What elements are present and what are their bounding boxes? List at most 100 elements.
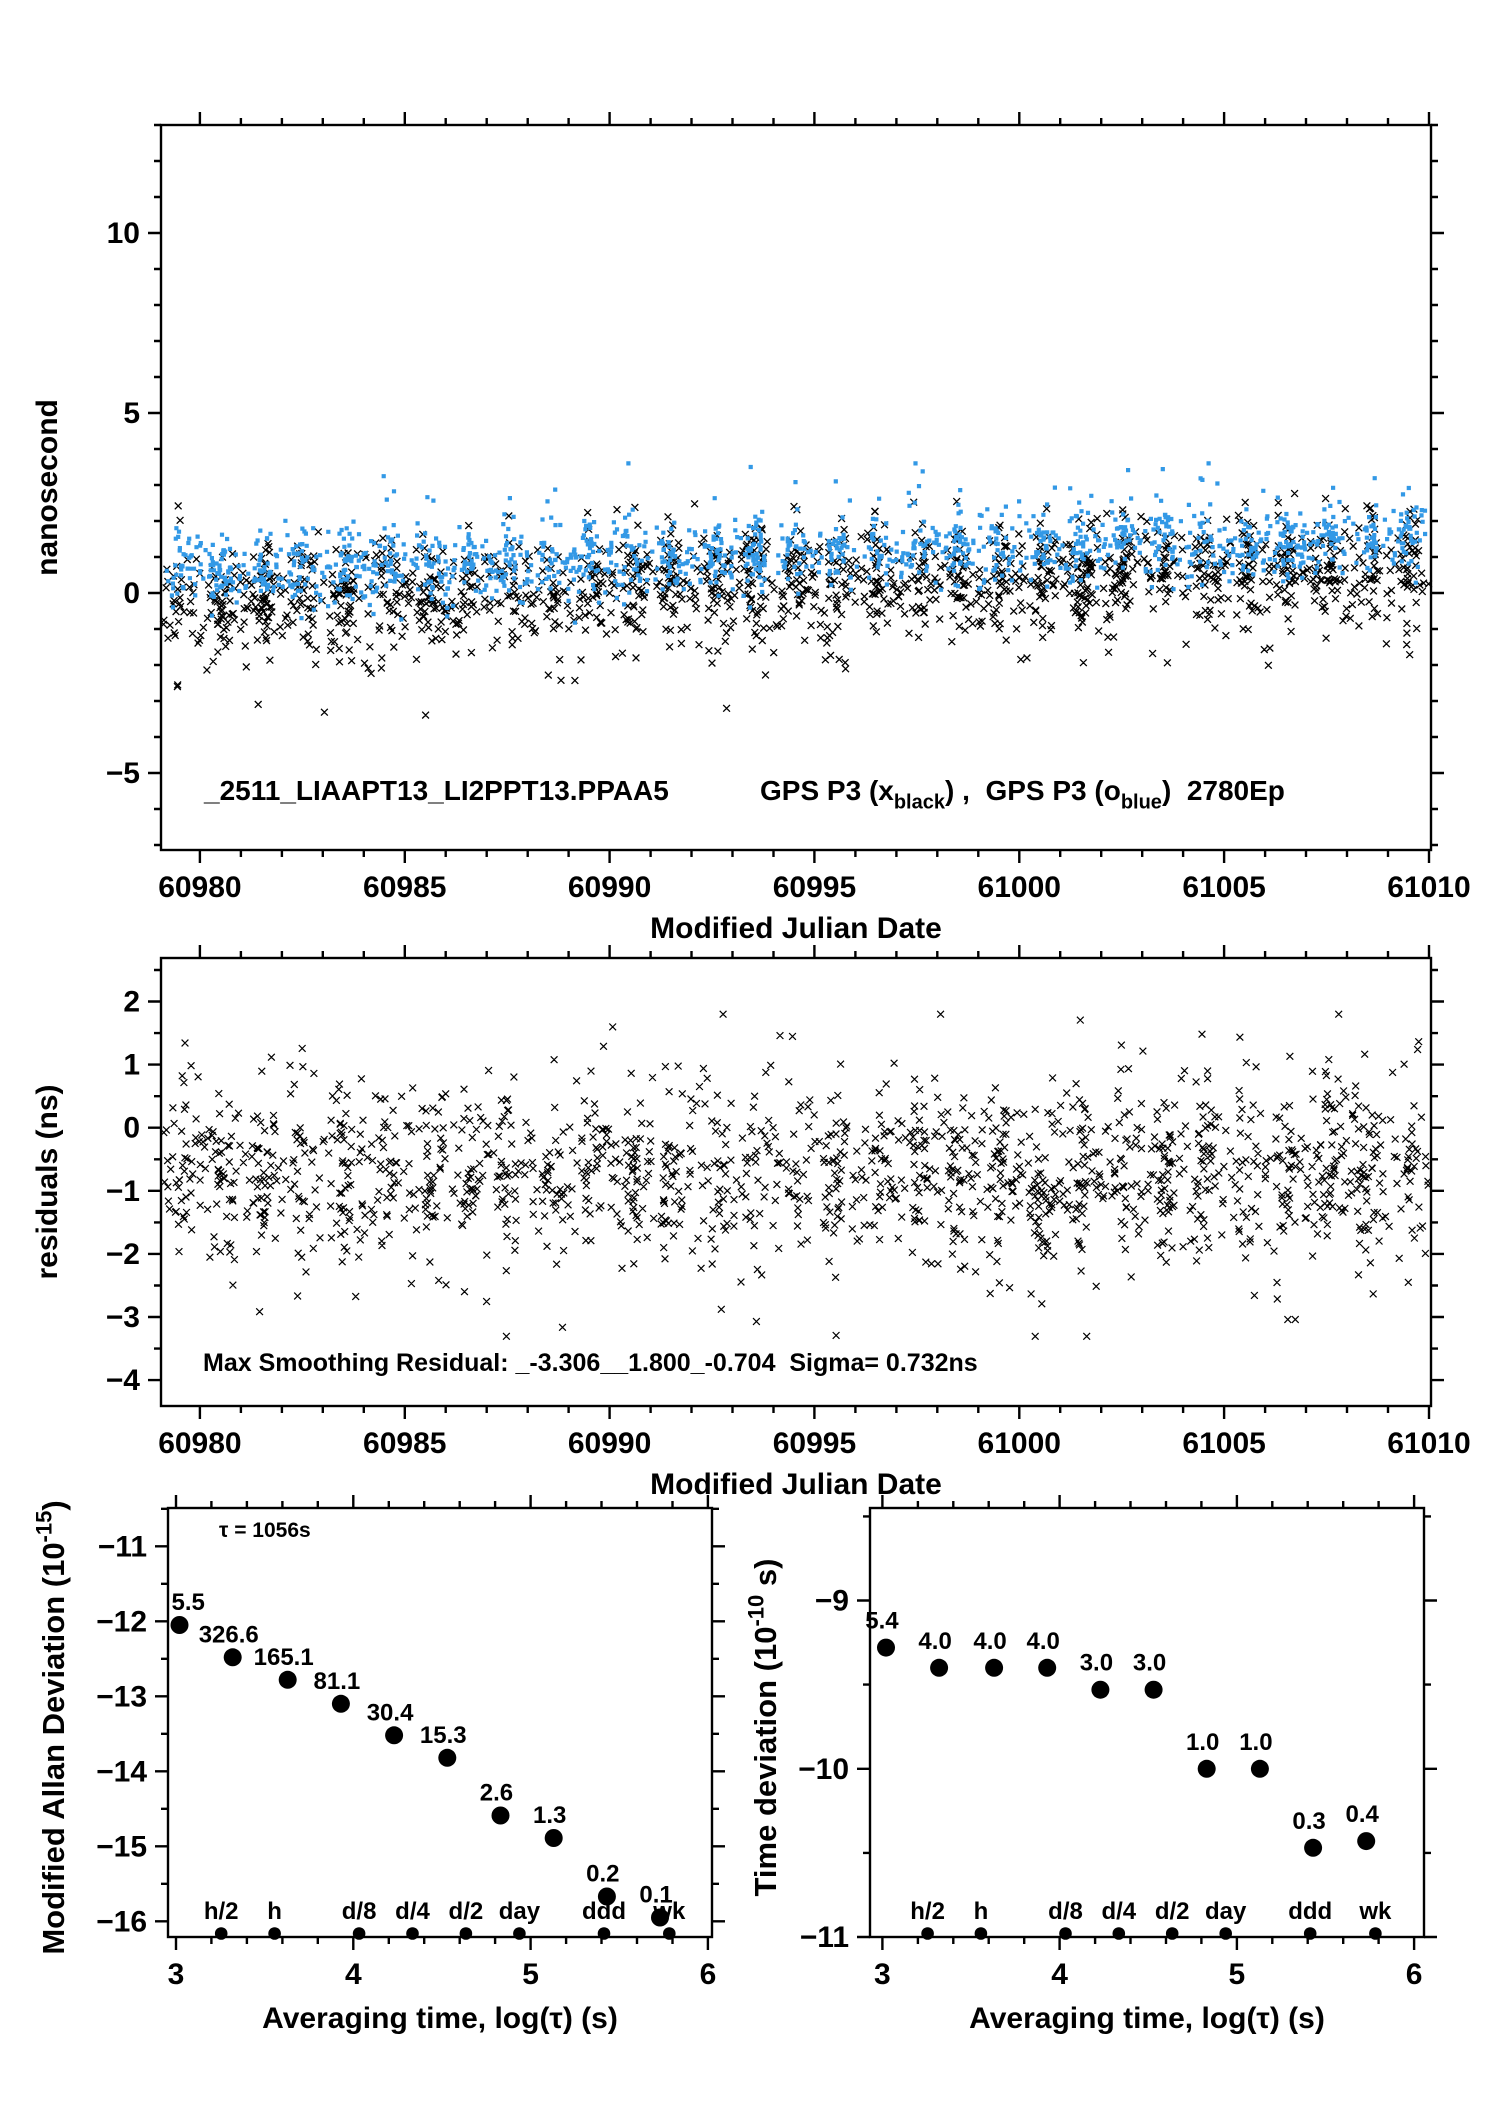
y-tick-label: 1 — [123, 1049, 140, 1082]
y-axis-title: Time deviation (10-10 s) — [744, 1559, 783, 1897]
category-label: d/8 — [342, 1898, 377, 1925]
point-value-label: 30.4 — [367, 1699, 414, 1726]
deviation-point — [651, 1908, 669, 1927]
x-tick-label: 61010 — [1387, 871, 1470, 904]
plot-title-filename: _2511_LIAAPT13_LI2PPT13.PPAA5 — [203, 775, 669, 806]
y-tick-label: 0 — [123, 577, 140, 610]
category-marker-dot — [597, 1927, 611, 1940]
y-axis-title: nanosecond — [31, 399, 64, 576]
point-value-label: 3.0 — [1133, 1650, 1166, 1677]
category-label: day — [1205, 1898, 1247, 1925]
y-tick-label: −13 — [96, 1680, 147, 1713]
y-tick-label: −4 — [106, 1364, 141, 1397]
category-marker-dot — [1165, 1927, 1179, 1940]
category-label: d/2 — [449, 1898, 484, 1925]
category-marker-dot — [1219, 1927, 1232, 1940]
tau-annotation: τ = 1056s — [219, 1519, 311, 1542]
y-tick-label: −9 — [815, 1585, 849, 1618]
x-tick-label: 4 — [1051, 1958, 1068, 1991]
x-tick-label: 61000 — [978, 1427, 1061, 1460]
y-axis-title: residuals (ns) — [31, 1084, 64, 1279]
plot-frame — [868, 1506, 1426, 1939]
deviation-point — [170, 1616, 189, 1634]
category-label: ddd — [582, 1898, 626, 1925]
axis-ticks — [155, 1495, 725, 1950]
y-tick-label: −12 — [96, 1605, 147, 1638]
plot-legend: GPS P3 (xblack) , GPS P3 (oblue) 2780Ep — [760, 775, 1285, 813]
category-marker-dot — [1112, 1927, 1126, 1940]
axis-ticks — [148, 945, 1444, 1419]
category-marker-dot — [459, 1927, 473, 1940]
x-axis-title: Averaging time, log(τ) (s) — [969, 2002, 1325, 2035]
x-tick-label: 60985 — [363, 871, 446, 904]
deviation-point — [930, 1658, 949, 1677]
y-tick-label: 10 — [107, 217, 140, 250]
x-tick-label: 61005 — [1182, 871, 1265, 904]
deviation-point — [1304, 1838, 1323, 1857]
point-value-label: 4.0 — [973, 1628, 1006, 1655]
deviation-point — [597, 1887, 616, 1906]
point-value-label: 0.2 — [586, 1861, 619, 1888]
point-value-label: 1.0 — [1186, 1729, 1219, 1756]
residual-stats-annotation: Max Smoothing Residual: _-3.306__1.800_-… — [203, 1349, 978, 1377]
y-tick-label: 5 — [123, 397, 140, 430]
plot-frame — [166, 1506, 714, 1939]
x-tick-label: 3 — [168, 1958, 185, 1991]
y-tick-label: −3 — [106, 1301, 140, 1334]
x-tick-label: 3 — [874, 1958, 891, 1991]
x-tick-label: 60995 — [773, 871, 856, 904]
mdev-plot: 3 4 5 6 −11 −12 −13 −14 −15 −16 Averaging time, lo… — [32, 1495, 725, 2035]
deviation-point — [985, 1658, 1004, 1677]
deviation-point — [385, 1726, 404, 1745]
deviation-point — [278, 1670, 297, 1689]
x-tick-label: 60985 — [363, 1427, 446, 1460]
deviation-point — [491, 1806, 510, 1825]
x-tick-label: 60990 — [568, 871, 651, 904]
category-marker-dot — [974, 1927, 988, 1940]
category-label: wk — [1358, 1898, 1392, 1925]
deviation-point — [1038, 1658, 1057, 1677]
category-marker-dot — [1059, 1927, 1072, 1940]
x-axis-title: Averaging time, log(τ) (s) — [262, 2002, 618, 2035]
point-value-label: 1.0 — [1239, 1729, 1272, 1756]
axis-ticks — [148, 112, 1444, 863]
point-value-label: 165.1 — [254, 1644, 314, 1671]
x-tick-label: 60980 — [158, 871, 241, 904]
category-label: h/2 — [910, 1898, 945, 1925]
point-value-label: 5.5 — [172, 1589, 205, 1616]
point-value-label: 3.0 — [1080, 1650, 1113, 1677]
category-marker-dot — [663, 1927, 676, 1940]
category-label: d/4 — [1101, 1898, 1136, 1925]
residuals-plot: 60980 60985 60990 60995 61000 61005 61010 2 1 0 −1… — [31, 945, 1471, 1501]
y-tick-label: −1 — [106, 1175, 140, 1208]
y-axis-title: Modified Allan Deviation (10-15) — [32, 1500, 71, 1954]
x-axis-title: Modified Julian Date — [650, 912, 942, 945]
x-tick-label: 60995 — [773, 1427, 856, 1460]
deviation-point — [544, 1829, 563, 1847]
tdev-plot: 3 4 5 6 −9 −10 −11 Averaging time, log(τ) (s) Ti… — [744, 1495, 1437, 2035]
point-value-label: 2.6 — [480, 1780, 513, 1807]
residual-x-points — [159, 1010, 1433, 1341]
category-label: wk — [652, 1898, 686, 1925]
x-axis-title: Modified Julian Date — [650, 1468, 942, 1501]
category-label: h/2 — [204, 1898, 239, 1925]
category-label: d/2 — [1155, 1898, 1190, 1925]
x-tick-label: 61010 — [1387, 1427, 1470, 1460]
deviation-point — [1197, 1759, 1216, 1778]
point-value-label: 326.6 — [199, 1621, 259, 1648]
y-tick-label: 2 — [123, 986, 140, 1019]
category-label: h — [974, 1898, 989, 1925]
category-label: day — [499, 1898, 541, 1925]
category-marker-dot — [513, 1927, 526, 1940]
y-tick-label: −11 — [800, 1921, 849, 1954]
x-tick-label: 61000 — [978, 871, 1061, 904]
point-value-label: 81.1 — [314, 1668, 361, 1695]
category-marker-dot — [214, 1927, 228, 1940]
point-value-label: 5.4 — [865, 1608, 899, 1635]
y-tick-label: −11 — [98, 1530, 147, 1563]
category-marker-dot — [921, 1927, 934, 1940]
point-value-label: 1.3 — [533, 1802, 566, 1829]
deviation-point — [223, 1648, 242, 1667]
